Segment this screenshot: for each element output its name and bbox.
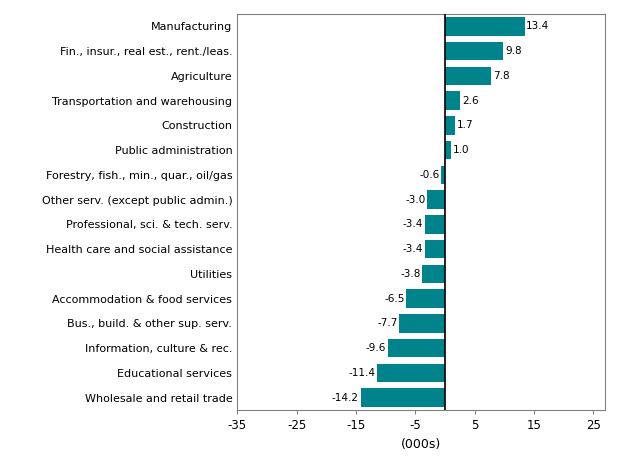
Text: 2.6: 2.6: [462, 96, 479, 106]
Bar: [425, 240, 445, 259]
Text: 1.0: 1.0: [452, 145, 469, 155]
Bar: [427, 191, 445, 209]
Bar: [399, 314, 445, 333]
Bar: [406, 289, 445, 308]
Bar: [445, 116, 455, 135]
Text: -0.6: -0.6: [419, 170, 439, 180]
Bar: [425, 215, 445, 233]
X-axis label: (000s): (000s): [401, 438, 441, 451]
Text: -14.2: -14.2: [332, 393, 359, 403]
Bar: [422, 265, 445, 283]
Text: 9.8: 9.8: [505, 46, 522, 56]
Text: -3.0: -3.0: [405, 195, 426, 205]
Text: -7.7: -7.7: [377, 318, 397, 329]
Text: 13.4: 13.4: [526, 21, 550, 31]
Bar: [445, 91, 461, 110]
Text: 7.8: 7.8: [493, 71, 510, 81]
Bar: [441, 165, 445, 184]
Text: -3.8: -3.8: [400, 269, 421, 279]
Text: -11.4: -11.4: [348, 368, 376, 378]
Text: -9.6: -9.6: [366, 343, 386, 353]
Bar: [361, 389, 445, 407]
Text: -3.4: -3.4: [402, 219, 423, 229]
Text: 1.7: 1.7: [457, 120, 474, 130]
Bar: [445, 141, 451, 159]
Text: -6.5: -6.5: [384, 294, 404, 304]
Bar: [445, 17, 525, 35]
Bar: [445, 42, 503, 61]
Bar: [388, 339, 445, 357]
Text: -3.4: -3.4: [402, 244, 423, 254]
Bar: [445, 67, 491, 85]
Bar: [378, 363, 445, 382]
